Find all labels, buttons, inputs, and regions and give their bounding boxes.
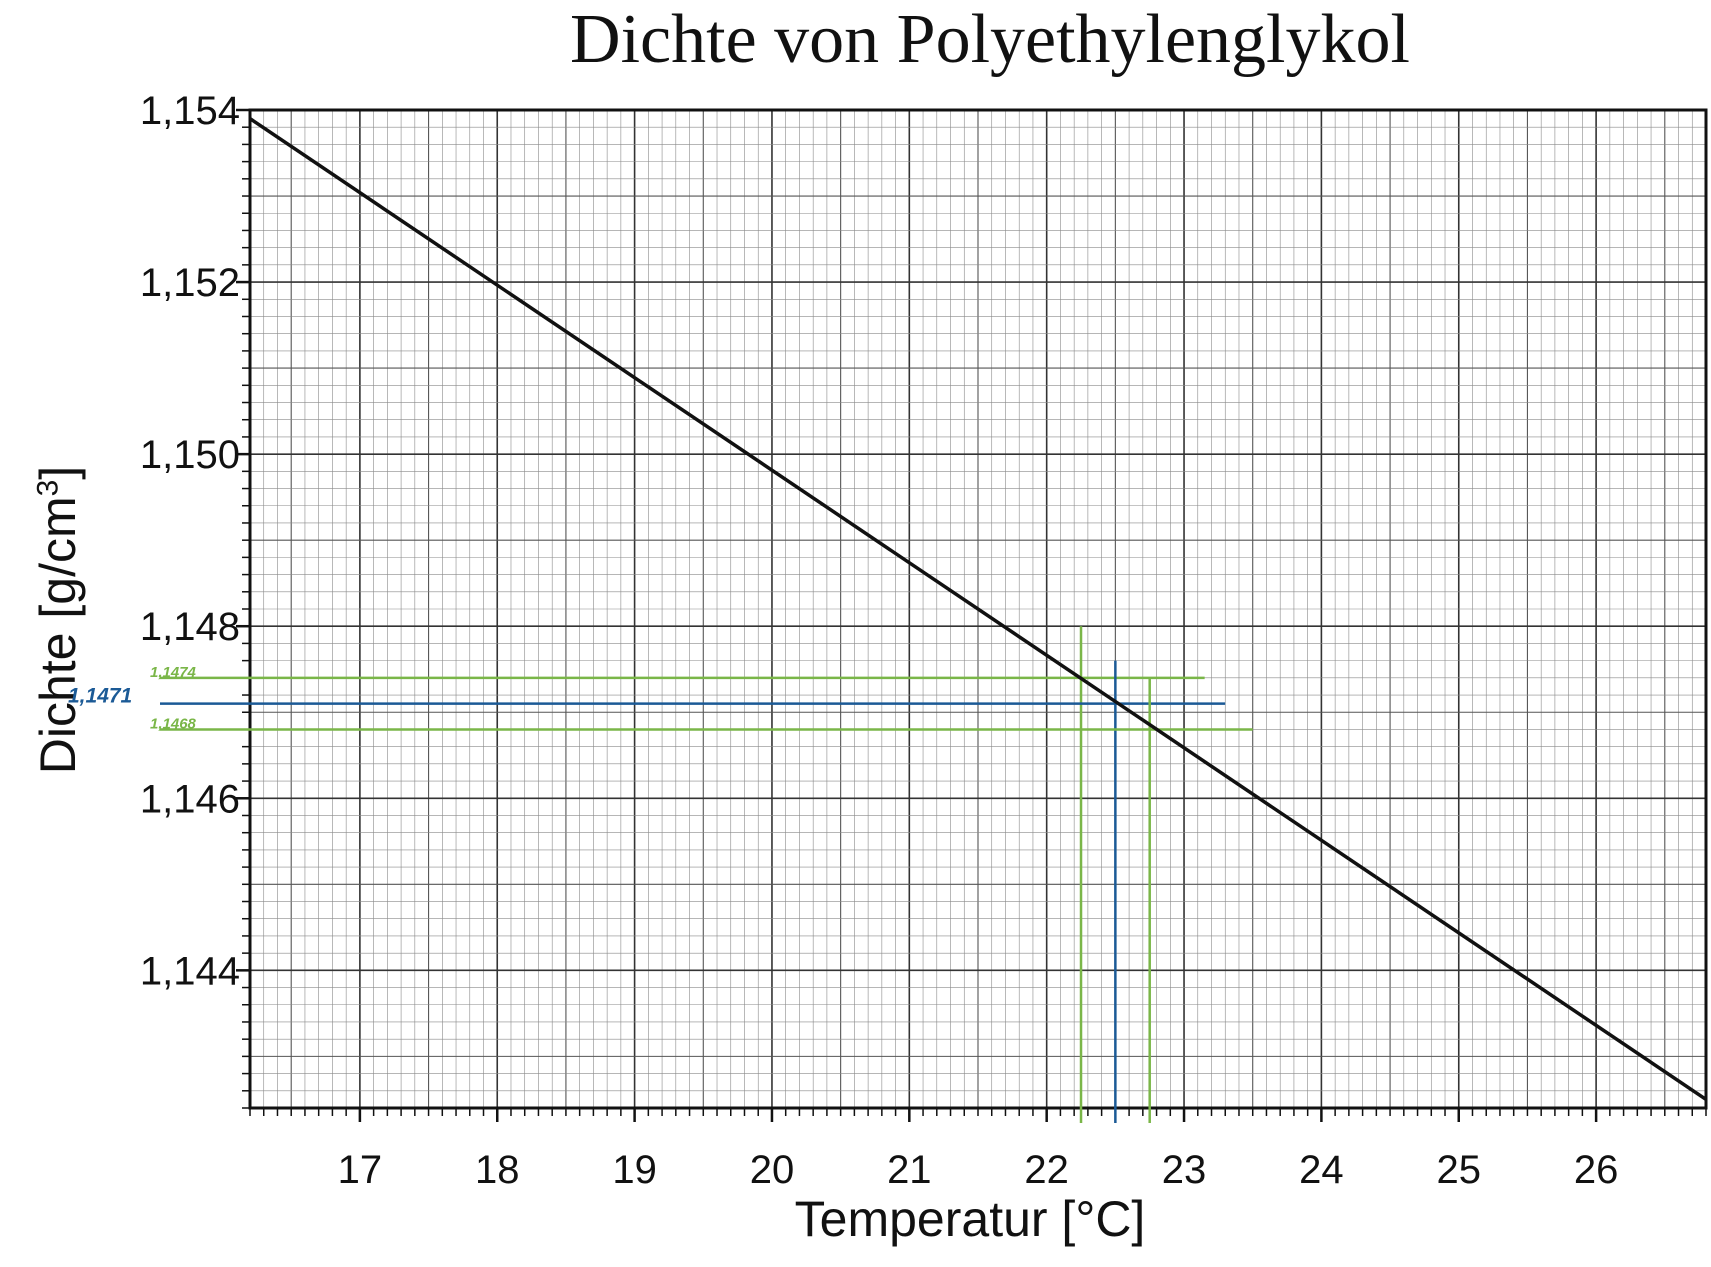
y-tick-label: 1,152 <box>140 261 240 305</box>
x-tick-label: 25 <box>1437 1148 1482 1192</box>
y-tick-label: 1,150 <box>140 433 240 477</box>
annotation-label: 1,1468 <box>150 715 197 732</box>
x-tick-label: 17 <box>338 1148 383 1192</box>
x-tick-label: 19 <box>612 1148 657 1192</box>
annotation-label: 1,1474 <box>150 664 197 681</box>
x-tick-label: 22 <box>1024 1148 1069 1192</box>
y-tick-label: 1,148 <box>140 605 240 649</box>
x-tick-label: 21 <box>887 1148 932 1192</box>
y-tick-label: 1,144 <box>140 949 240 993</box>
x-tick-label: 20 <box>750 1148 795 1192</box>
x-axis-label: Temperatur [°C] <box>794 1191 1146 1247</box>
series-line <box>249 117 1707 1101</box>
chart-title: Dichte von Polyethylenglykol <box>570 1 1410 78</box>
x-tick-label: 18 <box>475 1148 520 1192</box>
x-tick-label: 26 <box>1574 1148 1619 1192</box>
x-tick-label: 24 <box>1299 1148 1344 1192</box>
x-tick-label: 23 <box>1162 1148 1207 1192</box>
y-tick-label: 1,146 <box>140 777 240 821</box>
y-tick-label: 1,154 <box>140 89 240 133</box>
annotation-label: 1,1471 <box>68 685 132 708</box>
